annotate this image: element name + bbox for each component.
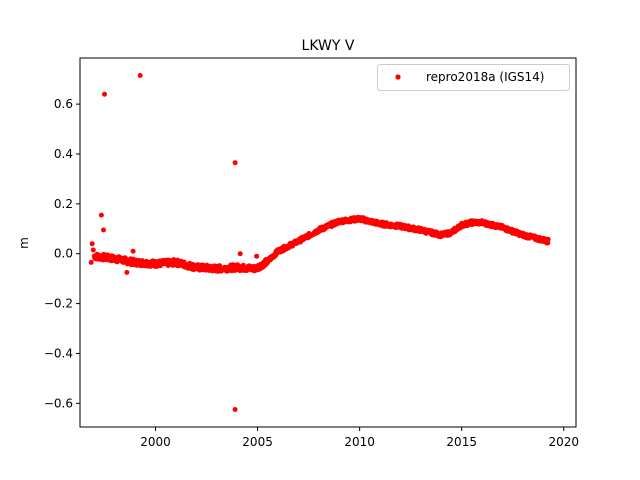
y-tick-label: −0.2 [44,297,73,311]
y-tick-label: −0.4 [44,346,73,360]
y-tick-label: 0.2 [54,197,73,211]
outlier-point [232,160,238,166]
y-tick-label: 0.4 [54,147,73,161]
outlier-point [98,212,104,218]
y-tick-label: 0.6 [54,97,73,111]
y-axis: −0.6 −0.4 −0.2 0.0 0.2 0.4 0.6 [44,97,80,410]
legend-box [377,64,570,91]
legend-marker [395,74,401,80]
x-tick-label: 2010 [344,435,375,449]
legend-label: repro2018a (IGS14) [426,70,544,84]
x-tick-label: 2015 [446,435,477,449]
outlier-point [130,248,136,254]
y-axis-label: m [17,237,31,249]
outlier-point [90,247,96,253]
x-tick-label: 2020 [548,435,579,449]
plot-area [80,58,576,427]
outlier-point [232,407,238,412]
outlier-point [237,251,243,257]
x-tick-label: 2005 [242,435,273,449]
outlier-point [124,269,130,275]
outlier-point [89,241,95,247]
outlier-point [102,91,107,97]
x-axis: 2000 2005 2010 2015 2020 [140,427,579,449]
plot-frame [79,57,577,428]
outlier-point [88,259,94,265]
y-tick-label: −0.6 [44,396,73,410]
legend: repro2018a (IGS14) [377,64,570,91]
data-point [545,240,551,246]
data-point [545,236,551,242]
data-points [88,73,551,412]
x-tick-label: 2000 [140,435,171,449]
chart-title: LKWY V [302,38,355,54]
outlier-point [137,73,143,78]
y-tick-label: 0.0 [54,247,73,261]
outlier-point [254,253,260,259]
outlier-point [101,227,106,233]
